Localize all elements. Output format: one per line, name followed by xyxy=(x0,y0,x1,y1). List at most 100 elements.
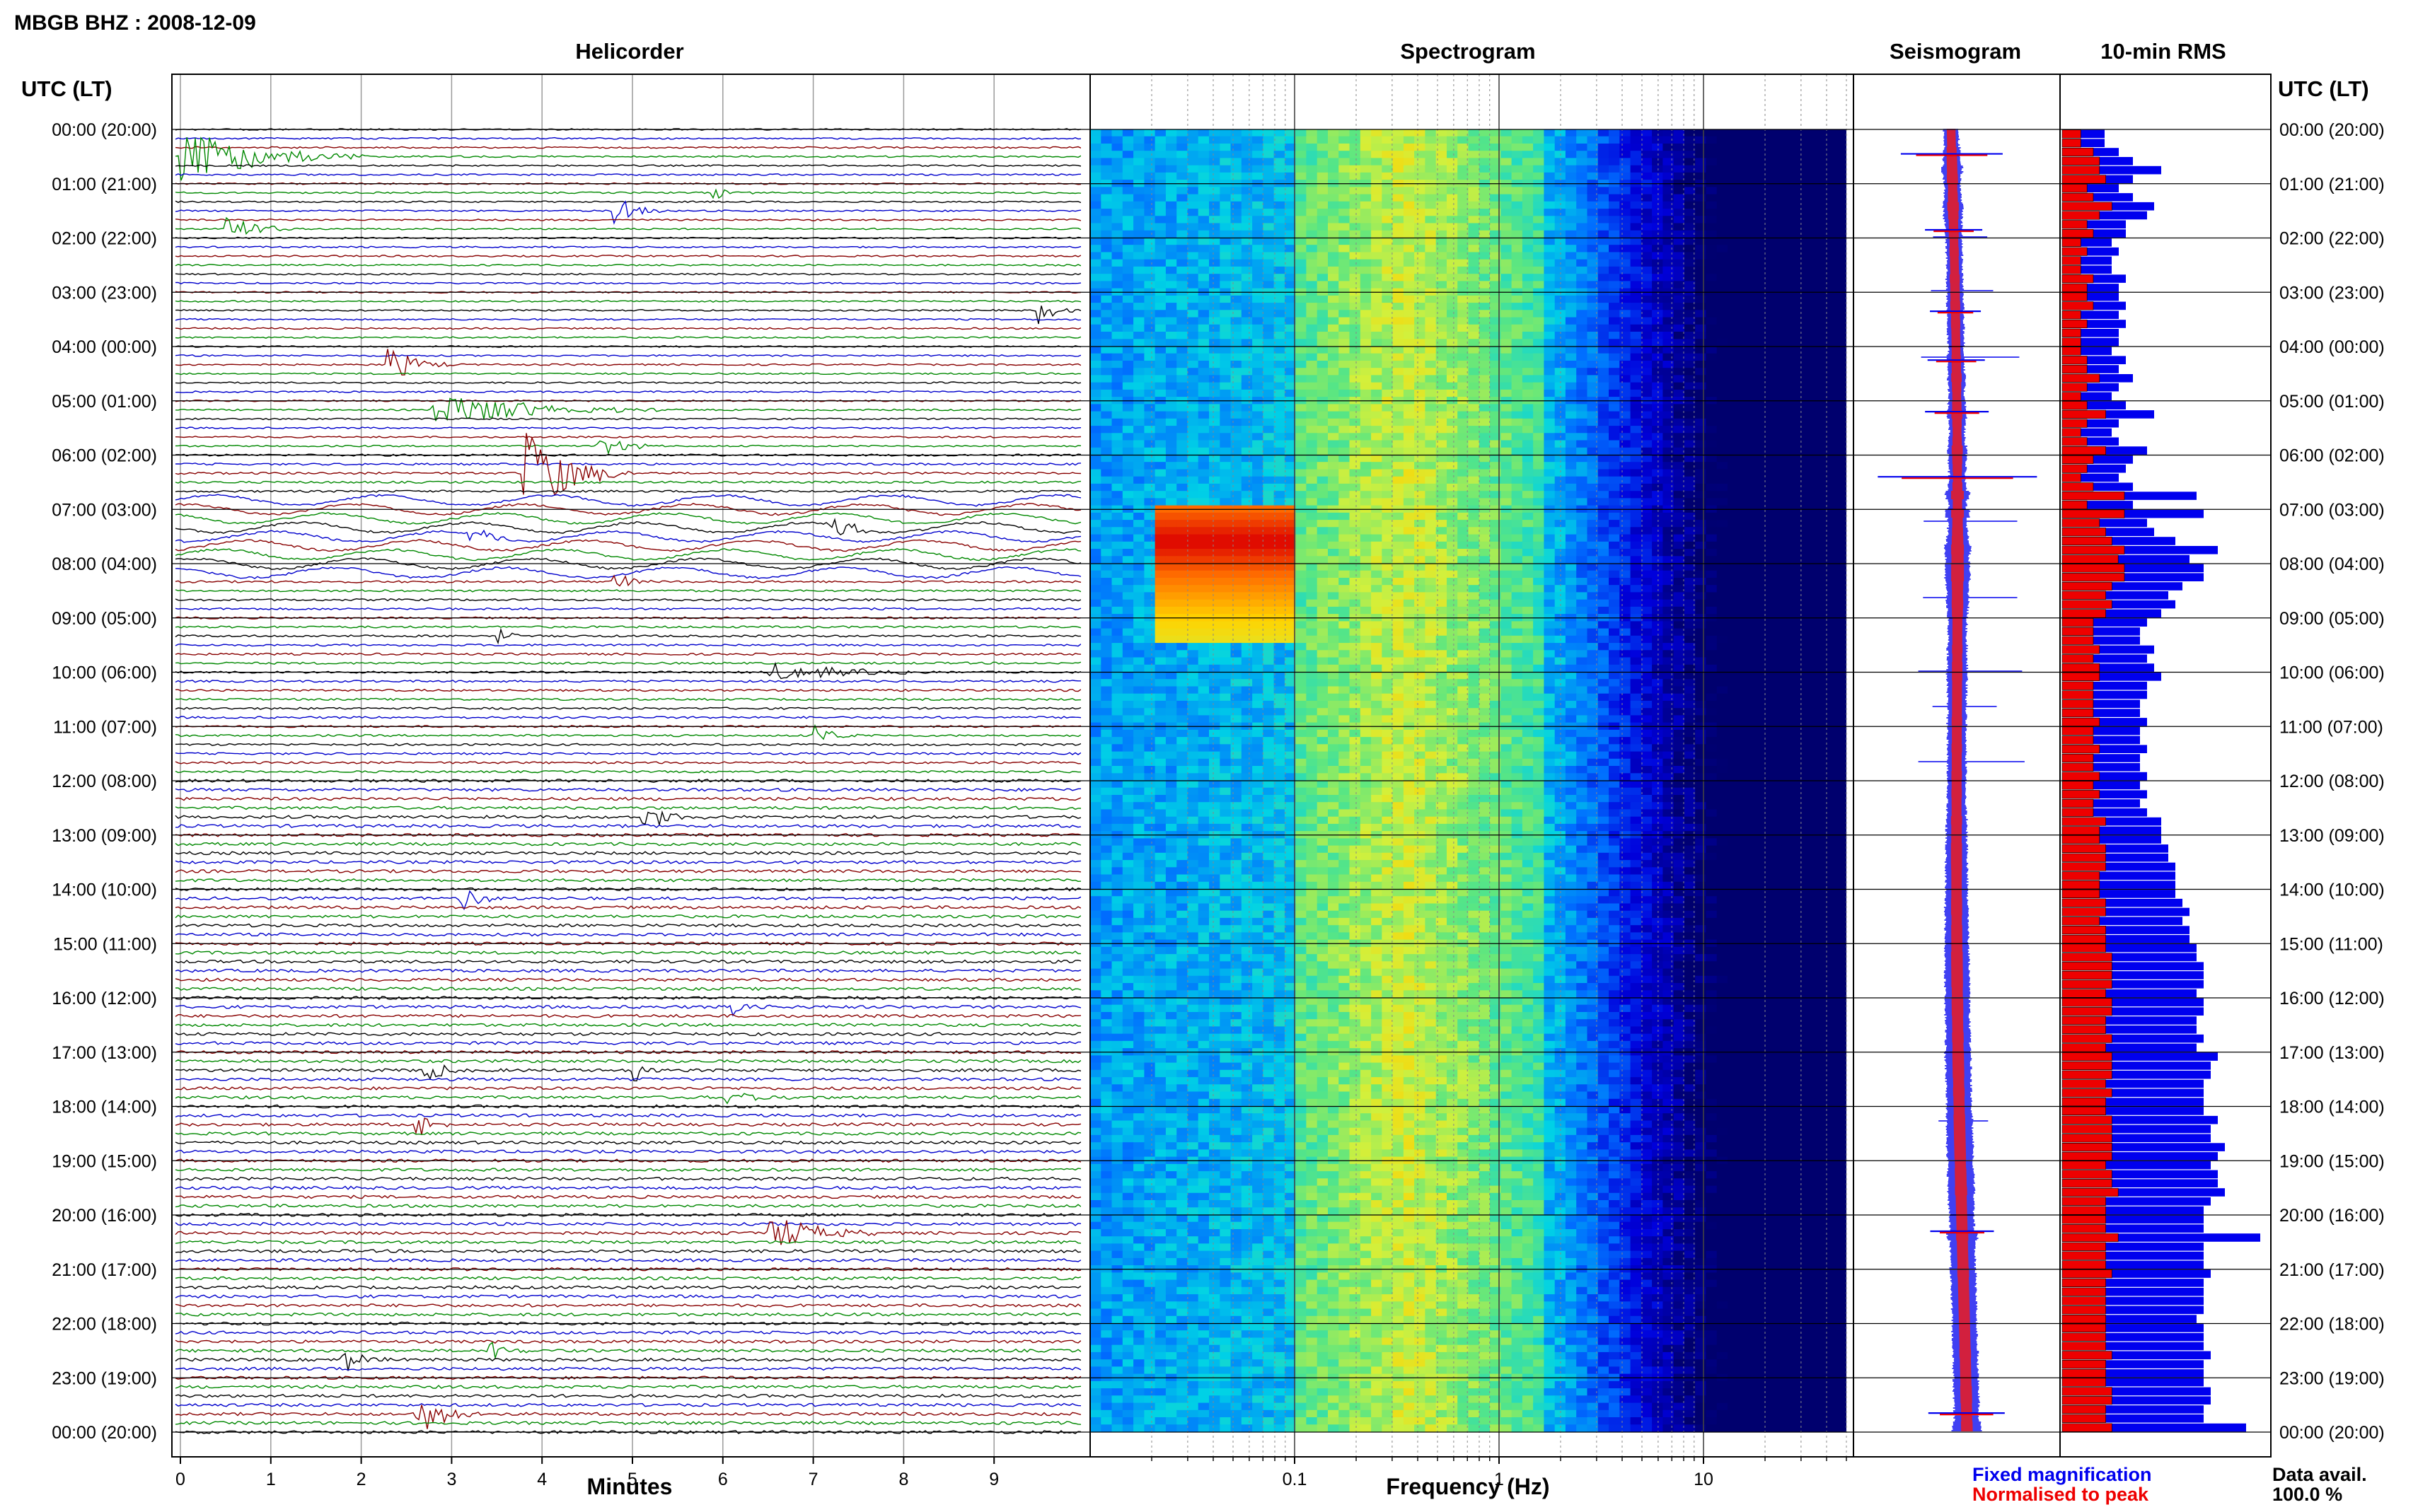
spectrogram-cell xyxy=(1133,324,1145,332)
spectrogram-cell xyxy=(1165,585,1177,593)
spectrogram-cell xyxy=(1101,527,1113,535)
helicorder-trace xyxy=(175,968,1081,973)
spectrogram-cell xyxy=(1176,563,1188,571)
spectrogram-cell xyxy=(1511,556,1523,564)
spectrogram-cell xyxy=(1090,541,1101,549)
spectrogram-cell xyxy=(1706,216,1718,224)
spectrogram-cell xyxy=(1662,194,1674,202)
spectrogram-cell xyxy=(1749,556,1761,564)
spectrogram-cell xyxy=(1090,628,1101,636)
spectrogram-cell xyxy=(1122,129,1134,137)
spectrogram-cell xyxy=(1695,165,1707,173)
spectrogram-cell xyxy=(1738,534,1750,542)
spectrogram-cell xyxy=(1209,368,1220,376)
spectrogram-cell xyxy=(1155,440,1167,448)
spectrogram-cell xyxy=(1479,201,1491,209)
spectrogram-cell xyxy=(1522,266,1534,275)
spectrogram-cell xyxy=(1781,129,1793,137)
spectrogram-cell xyxy=(1403,491,1415,499)
spectrogram-cell xyxy=(1565,483,1577,492)
spectrogram-cell xyxy=(1371,440,1382,448)
spectrogram-cell xyxy=(1738,361,1750,369)
spectrogram-cell xyxy=(1435,245,1447,253)
spectrogram-cell xyxy=(1619,324,1631,332)
spectrogram-cell xyxy=(1533,570,1544,578)
spectrogram-cell xyxy=(1371,512,1382,521)
spectrogram-cell xyxy=(1414,158,1425,166)
spectrogram-cell xyxy=(1338,245,1350,253)
spectrogram-cell xyxy=(1652,324,1663,332)
spectrogram-cell xyxy=(1728,433,1739,441)
spectrogram-cell xyxy=(1317,368,1329,376)
spectrogram-cell xyxy=(1533,281,1544,289)
spectrogram-cell xyxy=(1306,382,1318,390)
spectrogram-cell xyxy=(1554,375,1566,383)
spectrogram-cell xyxy=(1457,382,1469,390)
spectrogram-cell xyxy=(1749,129,1761,137)
spectrogram-cell xyxy=(1792,520,1804,528)
spectrogram-cell xyxy=(1759,426,1771,434)
spectrogram-cell xyxy=(1641,209,1653,217)
spectrogram-cell xyxy=(1792,295,1804,304)
spectrogram-cell xyxy=(1241,238,1253,246)
spectrogram-cell xyxy=(1360,483,1372,492)
spectrogram-cell xyxy=(1230,621,1242,629)
spectrogram-cell xyxy=(1695,433,1707,441)
spectrogram-cell xyxy=(1587,527,1599,535)
spectrogram-cell xyxy=(1479,556,1491,564)
spectrogram-cell xyxy=(1814,368,1826,376)
spectrogram-cell xyxy=(1122,570,1134,578)
spectrogram-cell xyxy=(1824,491,1836,499)
spectrogram-cell xyxy=(1360,310,1372,318)
spectrogram-cell xyxy=(1652,172,1663,181)
spectrogram-cell xyxy=(1814,599,1826,607)
spectrogram-cell xyxy=(1500,512,1512,521)
spectrogram-cell xyxy=(1306,375,1318,383)
spectrogram-cell xyxy=(1133,165,1145,173)
spectrogram-cell xyxy=(1544,310,1556,318)
spectrogram-cell xyxy=(1824,310,1836,318)
spectrogram-cell xyxy=(1371,144,1382,152)
spectrogram-cell xyxy=(1371,187,1382,195)
spectrogram-cell xyxy=(1576,274,1588,282)
spectrogram-cell xyxy=(1641,599,1653,607)
spectrogram-cell xyxy=(1209,469,1220,477)
spectrogram-cell xyxy=(1554,201,1566,209)
spectrogram-cell xyxy=(1263,368,1275,376)
spectrogram-cell xyxy=(1403,259,1415,267)
spectrogram-cell xyxy=(1403,447,1415,455)
spectrogram-cell xyxy=(1728,151,1739,159)
spectrogram-cell xyxy=(1252,209,1263,217)
spectrogram-cell xyxy=(1814,462,1826,470)
spectrogram-cell xyxy=(1328,317,1339,325)
spectrogram-cell xyxy=(1273,404,1285,412)
spectrogram-cell xyxy=(1435,426,1447,434)
spectrogram-cell xyxy=(1641,556,1653,564)
spectrogram-cell xyxy=(1457,599,1469,607)
spectrogram-cell xyxy=(1511,332,1523,340)
spectrogram-cell xyxy=(1468,165,1480,173)
spectrogram-cell xyxy=(1144,520,1156,528)
spectrogram-cell xyxy=(1684,469,1696,477)
spectrogram-cell xyxy=(1587,129,1599,137)
spectrogram-cell xyxy=(1284,252,1296,260)
spectrogram-cell xyxy=(1511,447,1523,455)
spectrogram-cell xyxy=(1349,498,1361,506)
spectrogram-cell xyxy=(1284,172,1296,181)
spectrogram-cell xyxy=(1781,368,1793,376)
spectrogram-cell xyxy=(1500,440,1512,448)
spectrogram-cell xyxy=(1252,252,1263,260)
spectrogram-cell xyxy=(1728,585,1739,593)
spectrogram-cell xyxy=(1587,389,1599,398)
spectrogram-cell xyxy=(1662,541,1674,549)
spectrogram-cell xyxy=(1468,418,1480,426)
spectrogram-cell xyxy=(1306,426,1318,434)
spectrogram-cell xyxy=(1771,194,1782,202)
spectrogram-cell xyxy=(1090,158,1101,166)
spectrogram-cell xyxy=(1468,303,1480,311)
spectrogram-cell xyxy=(1187,462,1199,470)
spectrogram-cell xyxy=(1771,527,1782,535)
spectrogram-cell xyxy=(1684,570,1696,578)
spectrogram-cell xyxy=(1824,165,1836,173)
spectrogram-cell xyxy=(1630,144,1642,152)
